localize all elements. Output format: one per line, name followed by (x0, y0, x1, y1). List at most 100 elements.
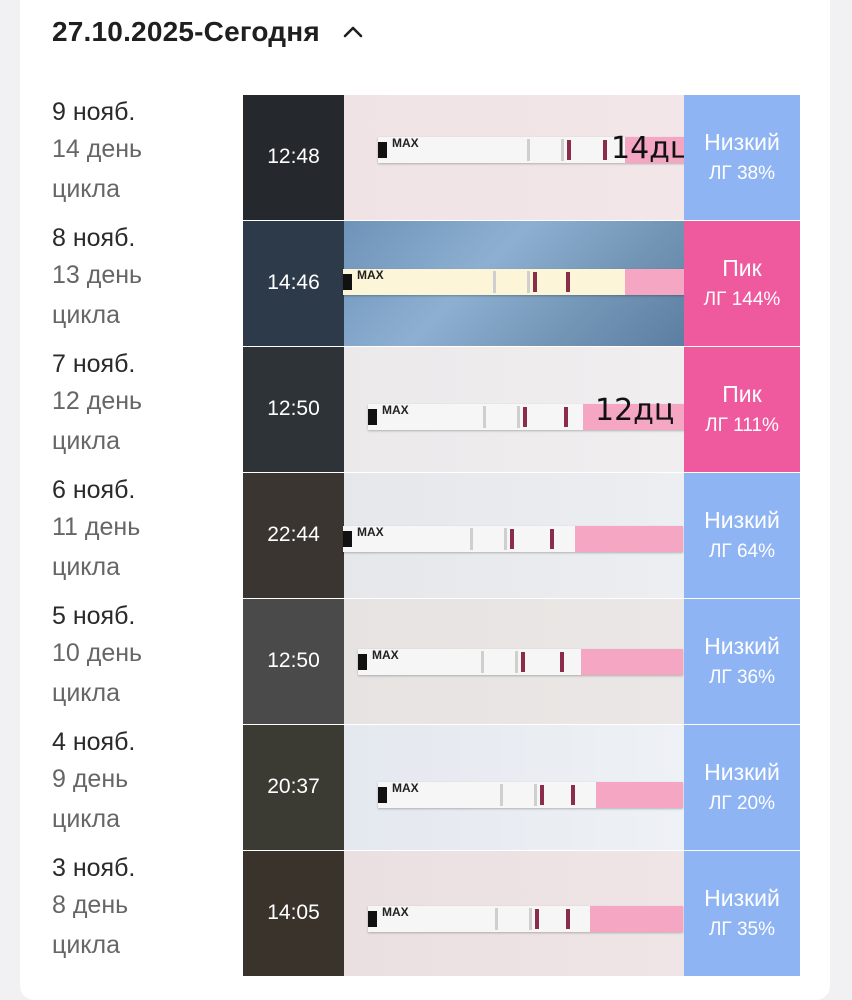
strip-divider (534, 784, 537, 806)
test-date: 9 нояб. (52, 98, 136, 126)
strip-divider (529, 908, 532, 930)
date-range-header[interactable]: 27.10.2025-Сегодня (52, 12, 364, 52)
strip-max-text: MAX (372, 648, 399, 662)
test-photo[interactable]: 14:46 MAX (243, 221, 684, 346)
control-line (523, 407, 527, 427)
photo-dark-edge: 12:50 (243, 347, 344, 472)
row-label: 6 нояб. 11 день цикла (52, 473, 232, 587)
result-badge[interactable]: Низкий ЛГ 36% (684, 599, 800, 724)
control-line (535, 909, 539, 929)
test-line (566, 909, 570, 929)
strip-max-label: MAX (357, 269, 384, 282)
result-badge[interactable]: Пик ЛГ 111% (684, 347, 800, 472)
handwritten-note: 12дц (595, 393, 675, 428)
photo-dark-edge: 12:48 (243, 95, 344, 220)
cycle-day: 8 день цикла (52, 891, 129, 959)
result-level: Низкий (704, 633, 780, 659)
cycle-day: 9 день цикла (52, 765, 129, 833)
test-photo[interactable]: 14:05 MAX (243, 851, 684, 976)
strip-absorbent-pad (625, 269, 684, 295)
strip-grip-mark (343, 274, 352, 290)
test-date: 5 нояб. (52, 602, 136, 630)
strip-max-text: MAX (357, 525, 384, 539)
result-badge[interactable]: Низкий ЛГ 20% (684, 725, 800, 850)
strip-max-label: MAX (382, 906, 409, 919)
result-lh-percent: ЛГ 111% (705, 415, 779, 436)
test-row[interactable]: 3 нояб. 8 день цикла 14:05 MAX Низки (0, 851, 852, 977)
strip-max-text: MAX (357, 268, 384, 282)
strip-max-text: MAX (392, 136, 419, 150)
test-date: 8 нояб. (52, 224, 136, 252)
test-photo[interactable]: 12:50 MAX (243, 599, 684, 724)
result-lh-percent: ЛГ 144% (703, 289, 781, 310)
strip-divider (561, 139, 564, 161)
strip-absorbent-pad (596, 782, 683, 808)
strip-absorbent-pad (581, 649, 683, 675)
photo-dark-edge: 14:05 (243, 851, 344, 976)
result-badge[interactable]: Низкий ЛГ 35% (684, 851, 800, 976)
test-row[interactable]: 5 нояб. 10 день цикла 12:50 MAX Низк (0, 599, 852, 725)
result-level: Низкий (704, 885, 780, 911)
test-row[interactable]: 6 нояб. 11 день цикла 22:44 MAX Низк (0, 473, 852, 599)
strip-divider (515, 651, 518, 673)
test-time: 22:44 (267, 523, 320, 546)
test-date: 6 нояб. (52, 476, 136, 504)
row-label: 5 нояб. 10 день цикла (52, 599, 232, 713)
strip-absorbent-pad (625, 137, 684, 163)
test-photo[interactable]: 20:37 MAX (243, 725, 684, 850)
strip-divider (470, 528, 473, 550)
test-list: 9 нояб. 14 день цикла 12:48 MAX 14дц (0, 95, 852, 977)
chevron-up-icon[interactable] (342, 21, 364, 43)
result-lh-percent: ЛГ 64% (708, 541, 776, 562)
photo-dark-edge: 22:44 (243, 473, 344, 598)
test-row[interactable]: 4 нояб. 9 день цикла 20:37 MAX Низки (0, 725, 852, 851)
test-time: 12:48 (267, 145, 320, 168)
strip-divider (483, 406, 486, 428)
strip-max-label: MAX (372, 649, 399, 662)
result-lh-percent: ЛГ 20% (708, 793, 776, 814)
test-time: 14:46 (267, 271, 320, 294)
strip-grip-mark (343, 531, 352, 547)
strip-divider (500, 784, 503, 806)
result-badge[interactable]: Низкий ЛГ 38% (684, 95, 800, 220)
cycle-day: 11 день цикла (52, 513, 141, 581)
test-time: 14:05 (267, 901, 320, 924)
cycle-day: 14 день цикла (52, 135, 143, 203)
photo-dark-edge: 12:50 (243, 599, 344, 724)
result-badge[interactable]: Низкий ЛГ 64% (684, 473, 800, 598)
result-badge[interactable]: Пик ЛГ 144% (684, 221, 800, 346)
test-photo[interactable]: 22:44 MAX (243, 473, 684, 598)
test-strip: MAX (378, 782, 683, 808)
test-photo[interactable]: 12:48 MAX 14дц (243, 95, 684, 220)
row-label: 4 нояб. 9 день цикла (52, 725, 232, 839)
test-row[interactable]: 8 нояб. 13 день цикла 14:46 MAX Пик (0, 221, 852, 347)
result-lh-percent: ЛГ 38% (708, 163, 776, 184)
result-level: Низкий (704, 129, 780, 155)
strip-absorbent-pad (590, 906, 683, 932)
cycle-day: 12 день цикла (52, 387, 143, 455)
cycle-day: 10 день цикла (52, 639, 143, 707)
test-row[interactable]: 7 нояб. 12 день цикла 12:50 MAX 12дц (0, 347, 852, 473)
strip-divider (504, 528, 507, 550)
row-label: 8 нояб. 13 день цикла (52, 221, 232, 335)
test-time: 12:50 (267, 397, 320, 420)
row-label: 3 нояб. 8 день цикла (52, 851, 232, 965)
strip-divider (527, 139, 530, 161)
test-photo[interactable]: 12:50 MAX 12дц (243, 347, 684, 472)
test-line (564, 407, 568, 427)
test-date: 3 нояб. (52, 854, 136, 882)
photo-dark-edge: 14:46 (243, 221, 344, 346)
strip-max-label: MAX (357, 526, 384, 539)
strip-max-text: MAX (392, 781, 419, 795)
control-line (540, 785, 544, 805)
control-line (510, 529, 514, 549)
strip-divider (481, 651, 484, 673)
row-label: 7 нояб. 12 день цикла (52, 347, 232, 461)
test-strip: MAX (368, 906, 683, 932)
test-row[interactable]: 9 нояб. 14 день цикла 12:48 MAX 14дц (0, 95, 852, 221)
strip-absorbent-pad (583, 404, 684, 430)
test-date: 4 нояб. (52, 728, 136, 756)
test-time: 12:50 (267, 649, 320, 672)
test-line (566, 272, 570, 292)
row-label: 9 нояб. 14 день цикла (52, 95, 232, 209)
